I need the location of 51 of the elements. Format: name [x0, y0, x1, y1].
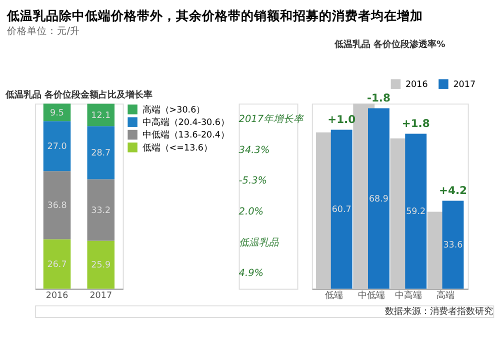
x-tick-label: 2016: [46, 291, 69, 302]
legend-label: 中低端（13.6-20.4）: [142, 130, 230, 141]
bar: [368, 108, 390, 289]
bar: [405, 134, 427, 289]
text: 低温乳品除中低端价格带外，其余价格带的销额和招募的消费者均在增加: [6, 8, 423, 24]
data-label: 9.5: [50, 108, 64, 118]
legend-label: 高端（>30.6）: [142, 104, 206, 116]
text: 低温乳品: [238, 237, 279, 248]
bar: [43, 171, 71, 240]
data-label: 68.9: [368, 194, 388, 204]
text: -5.3%: [238, 176, 268, 187]
annotation: +1.0: [328, 112, 356, 126]
bar: [43, 239, 71, 289]
data-label: 33.6: [443, 240, 464, 251]
legend-label: 2016: [405, 80, 428, 90]
text: 价格单位：元/升: [6, 24, 80, 37]
data-label: 36.8: [47, 201, 67, 212]
data-label: 59.2: [406, 207, 426, 218]
bar: [442, 200, 464, 289]
legend-label: 2017: [453, 80, 476, 90]
text: 4.9%: [238, 268, 264, 280]
source-note: 数据来源：消费者指数研究: [385, 306, 494, 318]
bar: [87, 126, 115, 180]
x-tick-label: 低端: [325, 290, 344, 302]
data-label: 33.2: [91, 206, 111, 216]
bar: [43, 104, 71, 122]
data-label: 26.7: [47, 260, 67, 270]
x-tick-label: 中高端: [394, 290, 422, 302]
legend-label: 低端（<=13.6）: [142, 142, 213, 154]
annotation: +4.2: [438, 184, 467, 197]
chart-subtitle: 低温乳品 各价位段金额占比及增长率: [4, 90, 152, 101]
bar: [330, 130, 352, 289]
chart-title: 低温乳品 各价位段渗透率%: [333, 39, 446, 50]
bar: [87, 240, 115, 289]
data-label: 27.0: [47, 142, 67, 152]
x-tick-label: 中低端: [358, 290, 385, 302]
x-tick-label: 2017: [90, 291, 112, 302]
legend-label: 中高端（20.4-30.6）: [142, 117, 230, 128]
bar: [87, 179, 115, 241]
annotation: +1.8: [402, 116, 430, 130]
data-label: 60.7: [332, 205, 352, 216]
text: 2017年增长率: [238, 112, 305, 125]
data-label: 28.7: [91, 148, 111, 159]
text: 2.0%: [238, 206, 264, 218]
x-tick-label: 高端: [436, 290, 455, 302]
data-label: 25.9: [91, 260, 111, 271]
text: 34.3%: [238, 144, 270, 156]
bar: [43, 121, 71, 172]
annotation: -1.8: [367, 91, 390, 104]
data-label: 12.1: [91, 110, 111, 121]
bar: [87, 104, 115, 126]
